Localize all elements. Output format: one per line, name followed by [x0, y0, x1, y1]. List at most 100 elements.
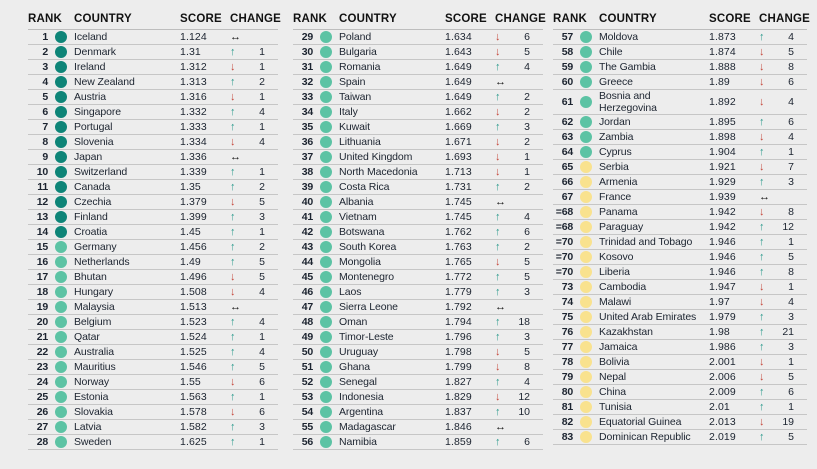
score-band-dot-cell	[573, 236, 599, 248]
country-name: United Kingdom	[339, 151, 413, 163]
score-band-dot-cell	[573, 176, 599, 188]
rank-value: =70	[555, 266, 573, 278]
table-row: 46 Laos 1.779 ↑ 3	[293, 285, 543, 300]
score-band-dot-icon	[55, 31, 67, 43]
change-cell: ↓ 12	[495, 391, 543, 403]
rank-value: 30	[301, 46, 313, 58]
change-value: 1	[259, 61, 265, 73]
change-value: 2	[524, 181, 530, 193]
rank-value: 45	[301, 271, 313, 283]
country-name: Kosovo	[599, 251, 634, 263]
down-arrow-icon: ↓	[495, 256, 501, 268]
rank-value: 60	[561, 76, 573, 88]
change-cell: ↓ 5	[230, 271, 278, 283]
score-band-dot-icon	[55, 46, 67, 58]
score-band-dot-cell	[573, 61, 599, 73]
same-arrow-icon: ↔	[495, 196, 506, 208]
score-band-dot-icon	[320, 271, 332, 283]
change-value: 1	[259, 331, 265, 343]
country-name: Namibia	[339, 436, 377, 448]
change-value: 1	[788, 401, 794, 413]
score-band-dot-cell	[313, 256, 339, 268]
rank-value: 26	[36, 406, 48, 418]
change-cell: ↑ 1	[759, 236, 807, 248]
change-cell: ↑ 18	[495, 316, 543, 328]
score-band-dot-cell	[573, 356, 599, 368]
score-value: 1.456	[180, 241, 207, 253]
score-value: 2.006	[709, 371, 736, 383]
country-name: North Macedonia	[339, 166, 418, 178]
table-row: 73 Cambodia 1.947 ↓ 1	[553, 280, 807, 295]
change-cell: ↑ 6	[759, 116, 807, 128]
change-cell: ↓ 4	[759, 131, 807, 143]
score-value: 1.874	[709, 46, 736, 58]
score-value: 1.523	[180, 316, 207, 328]
score-value: 1.649	[445, 91, 472, 103]
score-band-dot-icon	[580, 46, 592, 58]
change-value: 5	[524, 346, 530, 358]
rank-value: 76	[561, 326, 573, 338]
up-arrow-icon: ↑	[495, 286, 501, 298]
table-row: 21 Qatar 1.524 ↑ 1	[28, 330, 278, 345]
table-row: 47 Sierra Leone 1.792 ↔	[293, 300, 543, 315]
change-cell: ↓ 5	[230, 196, 278, 208]
down-arrow-icon: ↓	[495, 151, 501, 163]
change-cell: ↔	[230, 301, 278, 313]
same-arrow-icon: ↔	[759, 191, 770, 203]
score-band-dot-icon	[320, 331, 332, 343]
up-arrow-icon: ↑	[230, 166, 236, 178]
rank-value: 36	[301, 136, 313, 148]
score-band-dot-icon	[580, 76, 592, 88]
rank-column-header: RANK	[28, 13, 63, 25]
score-band-dot-cell	[48, 46, 74, 58]
score-band-dot-icon	[580, 206, 592, 218]
score-band-dot-cell	[313, 331, 339, 343]
score-band-dot-cell	[48, 376, 74, 388]
country-name: Italy	[339, 106, 358, 118]
rank-value: 62	[561, 116, 573, 128]
change-value: 1	[259, 121, 265, 133]
score-value: 1.662	[445, 106, 472, 118]
change-cell: ↓ 5	[495, 46, 543, 58]
country-name: United Arab Emirates	[599, 311, 697, 323]
change-value: 6	[788, 116, 794, 128]
table-row: 77 Jamaica 1.986 ↑ 3	[553, 340, 807, 355]
down-arrow-icon: ↓	[495, 166, 501, 178]
score-band-dot-icon	[320, 151, 332, 163]
down-arrow-icon: ↓	[759, 61, 765, 73]
country-name: Jordan	[599, 116, 631, 128]
score-band-dot-cell	[573, 326, 599, 338]
country-name: Dominican Republic	[599, 431, 691, 443]
score-band-dot-cell	[573, 281, 599, 293]
rank-value: 47	[301, 301, 313, 313]
score-value: 1.794	[445, 316, 472, 328]
change-value: 1	[259, 46, 265, 58]
score-band-dot-icon	[320, 391, 332, 403]
change-value: 5	[524, 271, 530, 283]
change-cell: ↓ 1	[759, 281, 807, 293]
up-arrow-icon: ↑	[759, 31, 765, 43]
score-value: 1.643	[445, 46, 472, 58]
score-value: 1.921	[709, 161, 736, 173]
rank-value: 37	[301, 151, 313, 163]
change-cell: ↓ 1	[495, 166, 543, 178]
score-value: 1.334	[180, 136, 207, 148]
score-value: 1.339	[180, 166, 207, 178]
table-row: =68 Paraguay 1.942 ↑ 12	[553, 220, 807, 235]
score-band-dot-icon	[580, 131, 592, 143]
change-value: 1	[788, 236, 794, 248]
same-arrow-icon: ↔	[495, 76, 506, 88]
score-band-dot-cell	[48, 151, 74, 163]
score-value: 1.859	[445, 436, 472, 448]
country-name: Portugal	[74, 121, 113, 133]
score-band-dot-icon	[580, 386, 592, 398]
rank-value: 24	[36, 376, 48, 388]
rank-value: 56	[301, 436, 313, 448]
country-name: Bolivia	[599, 356, 630, 368]
rank-value: 35	[301, 121, 313, 133]
table-row: 54 Argentina 1.837 ↑ 10	[293, 405, 543, 420]
score-value: 1.693	[445, 151, 472, 163]
country-name: Austria	[74, 91, 106, 103]
change-cell: ↓ 4	[230, 286, 278, 298]
score-band-dot-cell	[313, 421, 339, 433]
